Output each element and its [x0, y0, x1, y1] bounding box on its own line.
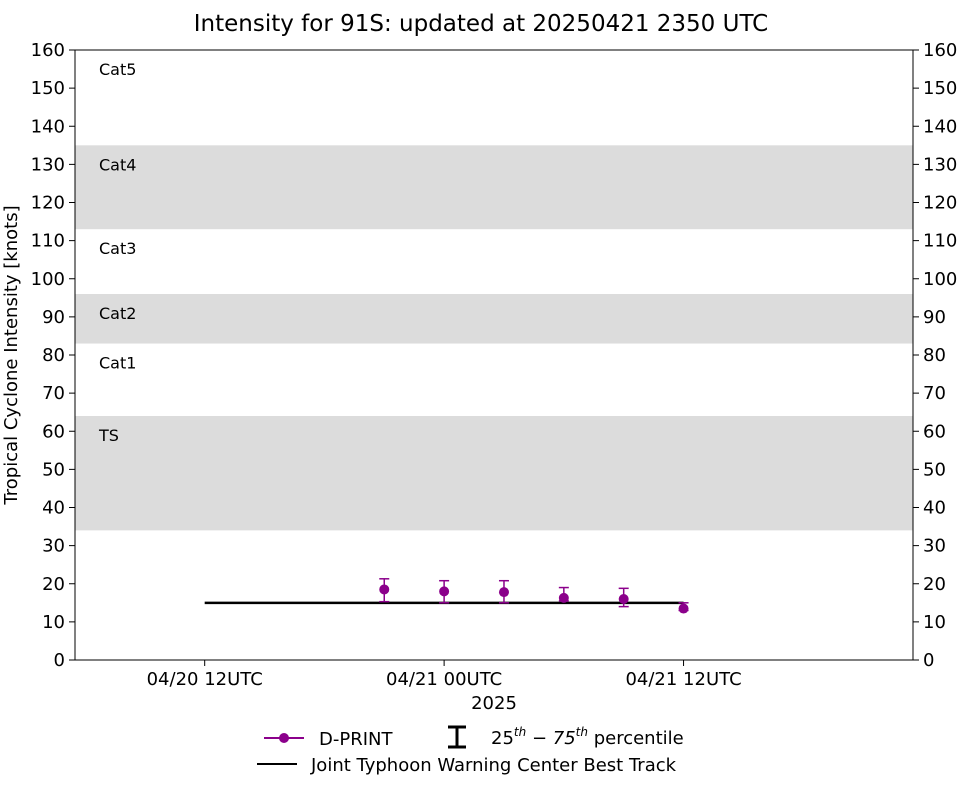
y-tick-label-right: 120 [923, 193, 957, 214]
x-tick-label: 04/20 12UTC [147, 669, 263, 690]
data-marks [204, 578, 689, 614]
y-tick-label-left: 110 [31, 231, 65, 252]
legend: D-PRINT 25th − 75th percentile Joint Typ… [257, 725, 684, 776]
band-cat2 [75, 294, 913, 344]
y-tick-label-left: 60 [42, 421, 65, 442]
x-tick-label: 04/21 12UTC [625, 669, 741, 690]
y-tick-label-right: 50 [923, 459, 946, 480]
y-axis-right: 0 10 20 30 40 50 60 70 80 90 100 110 120 130 140 150 160 [913, 40, 957, 671]
y-tick-label-right: 10 [923, 612, 946, 633]
x-axis: 04/20 12UTC 04/21 00UTC 04/21 12UTC [147, 660, 742, 690]
y-tick-label-right: 20 [923, 574, 946, 595]
dprint-marker [558, 592, 569, 603]
y-tick-label-left: 50 [42, 459, 65, 480]
y-tick-label-right: 40 [923, 498, 946, 519]
y-axis-left: 0 10 20 30 40 50 60 70 80 90 100 110 120 130 140 150 160 [31, 40, 75, 671]
legend-percentile-label: 25th − 75th percentile [491, 725, 684, 749]
band-label-cat3: Cat3 [99, 239, 136, 258]
y-tick-label-right: 140 [923, 116, 957, 137]
x-tick-label: 04/21 00UTC [386, 669, 502, 690]
y-tick-label-right: 110 [923, 231, 957, 252]
y-tick-label-left: 130 [31, 154, 65, 175]
y-tick-label-left: 30 [42, 536, 65, 557]
band-label-cat5: Cat5 [99, 60, 136, 79]
y-tick-label-left: 150 [31, 78, 65, 99]
dprint-point [618, 587, 629, 608]
y-tick-label-right: 60 [923, 421, 946, 442]
band-ts [75, 416, 913, 531]
dprint-marker [439, 586, 450, 597]
y-tick-label-left: 80 [42, 345, 65, 366]
band-label-cat1: Cat1 [99, 354, 136, 373]
dprint-point [498, 579, 509, 604]
legend-best-track-label: Joint Typhoon Warning Center Best Track [310, 755, 677, 776]
legend-dprint-label: D-PRINT [319, 729, 393, 750]
y-tick-label-left: 0 [54, 650, 65, 671]
band-label-cat4: Cat4 [99, 155, 136, 174]
dprint-point [678, 602, 689, 614]
y-tick-label-right: 30 [923, 536, 946, 557]
y-tick-label-left: 70 [42, 383, 65, 404]
y-tick-label-right: 130 [923, 154, 957, 175]
y-tick-label-right: 80 [923, 345, 946, 366]
y-tick-label-left: 40 [42, 498, 65, 519]
dprint-point [379, 578, 390, 603]
legend-dprint-marker [279, 733, 289, 743]
dprint-marker [678, 603, 689, 614]
y-tick-label-right: 0 [923, 650, 934, 671]
y-tick-label-right: 70 [923, 383, 946, 404]
category-bands: TS Cat1 Cat2 Cat3 Cat4 Cat5 [75, 60, 913, 531]
y-tick-label-left: 120 [31, 193, 65, 214]
dprint-marker [618, 594, 629, 604]
dprint-marker [498, 587, 509, 598]
band-cat4 [75, 145, 913, 230]
dprint-marker [379, 584, 390, 595]
band-label-ts: TS [98, 426, 119, 445]
plot-frame [74, 49, 914, 661]
band-label-cat2: Cat2 [99, 304, 136, 323]
y-tick-label-left: 140 [31, 116, 65, 137]
x-axis-label: 2025 [471, 693, 517, 714]
y-tick-label-left: 160 [31, 40, 65, 61]
dprint-point [439, 579, 450, 604]
y-tick-label-left: 90 [42, 307, 65, 328]
dprint-point [558, 586, 569, 603]
y-tick-label-right: 90 [923, 307, 946, 328]
y-tick-label-left: 100 [31, 269, 65, 290]
y-tick-label-right: 100 [923, 269, 957, 290]
y-axis-label: Tropical Cyclone Intensity [knots] [1, 205, 22, 505]
y-tick-label-right: 160 [923, 40, 957, 61]
y-tick-label-right: 150 [923, 78, 957, 99]
chart-title: Intensity for 91S: updated at 20250421 2… [194, 11, 768, 37]
y-tick-label-left: 10 [42, 612, 65, 633]
y-tick-label-left: 20 [42, 574, 65, 595]
legend-errorbar-icon [448, 725, 466, 749]
